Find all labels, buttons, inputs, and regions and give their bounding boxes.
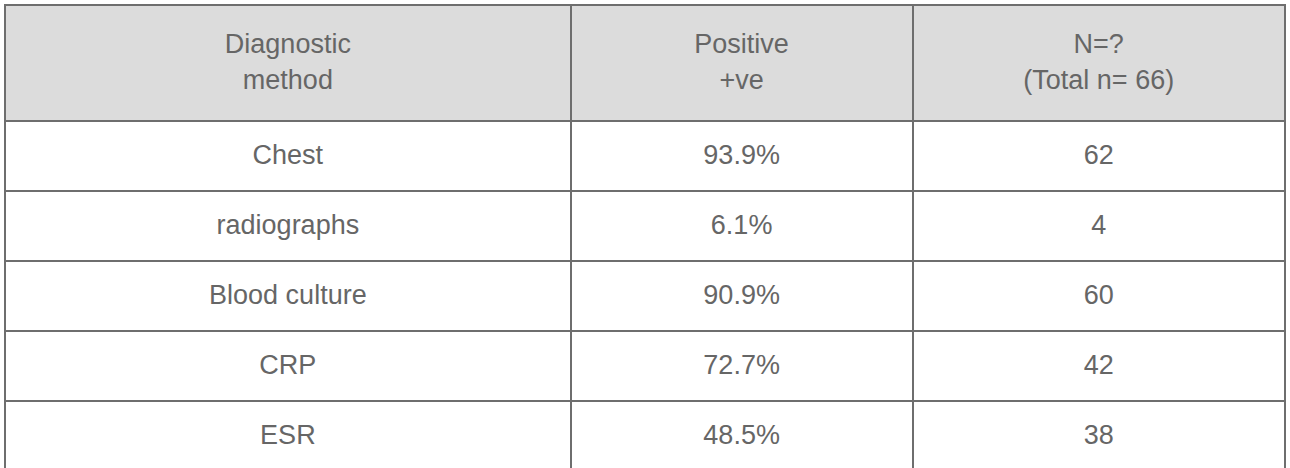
diagnostic-methods-table: Diagnostic method Positive +ve N=? (Tota… xyxy=(4,4,1286,468)
table-row: ESR 48.5% 38 xyxy=(5,401,1285,468)
cell-positive: 72.7% xyxy=(571,331,913,401)
table-container: Diagnostic method Positive +ve N=? (Tota… xyxy=(0,0,1290,468)
cell-n: 4 xyxy=(913,191,1286,261)
table-row: CRP 72.7% 42 xyxy=(5,331,1285,401)
header-line: (Total n= 66) xyxy=(922,63,1277,99)
cell-positive: 48.5% xyxy=(571,401,913,468)
cell-positive: 6.1% xyxy=(571,191,913,261)
cell-method: Chest xyxy=(5,121,571,191)
header-line: method xyxy=(14,63,562,99)
cell-n: 60 xyxy=(913,261,1286,331)
header-line: Diagnostic xyxy=(14,27,562,63)
cell-n: 38 xyxy=(913,401,1286,468)
header-row: Diagnostic method Positive +ve N=? (Tota… xyxy=(5,5,1285,121)
cell-method: radiographs xyxy=(5,191,571,261)
cell-positive: 90.9% xyxy=(571,261,913,331)
cell-method: Blood culture xyxy=(5,261,571,331)
header-line: N=? xyxy=(922,27,1277,63)
header-line: +ve xyxy=(580,63,904,99)
cell-method: CRP xyxy=(5,331,571,401)
cell-n: 62 xyxy=(913,121,1286,191)
table-row: Blood culture 90.9% 60 xyxy=(5,261,1285,331)
cell-positive: 93.9% xyxy=(571,121,913,191)
cell-n: 42 xyxy=(913,331,1286,401)
table-row: Chest 93.9% 62 xyxy=(5,121,1285,191)
cell-method: ESR xyxy=(5,401,571,468)
column-header-positive: Positive +ve xyxy=(571,5,913,121)
column-header-n-total: N=? (Total n= 66) xyxy=(913,5,1286,121)
column-header-diagnostic-method: Diagnostic method xyxy=(5,5,571,121)
table-row: radiographs 6.1% 4 xyxy=(5,191,1285,261)
header-line: Positive xyxy=(580,27,904,63)
